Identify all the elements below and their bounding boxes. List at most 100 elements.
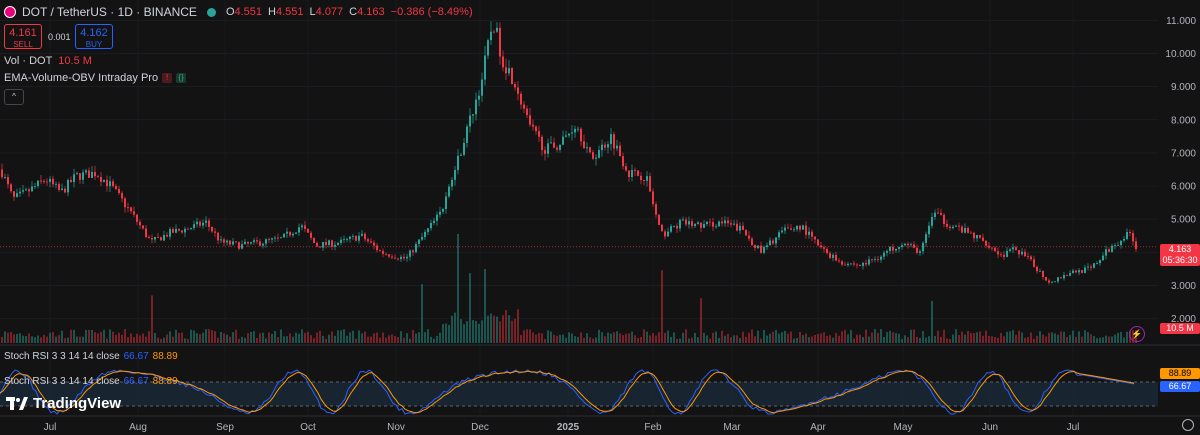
candle-body: [916, 247, 918, 253]
candle-body: [169, 229, 171, 237]
indicator-legend[interactable]: EMA-Volume-OBV Intraday Pro ! {}: [4, 72, 187, 84]
volume-bar: [229, 336, 231, 343]
ohlc-close: C4.163: [349, 6, 385, 18]
volume-bar: [577, 337, 579, 343]
candle-body: [703, 223, 705, 228]
symbol-title[interactable]: DOT / TetherUS · 1D · BINANCE: [22, 5, 197, 19]
source-code-icon[interactable]: {}: [176, 73, 187, 83]
volume-bar: [610, 333, 612, 343]
candle-body: [4, 177, 6, 178]
volume-bar: [409, 338, 411, 343]
volume-bar: [556, 335, 558, 343]
ohlc-open: O4.551: [225, 6, 263, 18]
volume-bar: [436, 335, 438, 343]
candle-body: [520, 93, 522, 105]
candle-body: [826, 248, 828, 254]
candle-body: [205, 220, 207, 223]
stoch-rsi-legend-pane[interactable]: Stoch RSI 3 3 14 14 close 66.67 88.89: [4, 376, 178, 387]
volume-bar: [784, 330, 786, 343]
volume-legend[interactable]: Vol · DOT 10.5 M: [4, 55, 92, 67]
candle-body: [460, 154, 462, 156]
volume-bar: [505, 310, 507, 343]
volume-bar: [715, 331, 717, 343]
volume-bar: [310, 335, 312, 343]
candle-body: [592, 152, 594, 159]
volume-bar: [967, 331, 969, 343]
candle-body: [1078, 270, 1080, 273]
candle-body: [1042, 270, 1044, 278]
volume-bar: [463, 324, 465, 343]
candle-body: [1132, 233, 1134, 242]
volume-bar: [802, 335, 804, 343]
candle-body: [55, 183, 57, 185]
volume-bar: [268, 332, 270, 343]
price-tick-label: 11.000: [1166, 16, 1196, 27]
volume-bar: [562, 334, 564, 343]
volume-bar: [742, 331, 744, 343]
stoch-rsi-d-tag: 88.89: [1160, 368, 1200, 379]
lightning-icon[interactable]: ⚡: [1129, 326, 1145, 342]
volume-bar: [1126, 331, 1128, 343]
candle-body: [580, 128, 582, 142]
volume-bar: [688, 338, 690, 343]
candle-body: [1099, 260, 1101, 264]
candle-body: [805, 225, 807, 235]
time-axis[interactable]: Jul Aug Sep Oct Nov Dec 2025 Feb Mar Apr May Jun Jul: [44, 422, 1080, 433]
volume-bar: [526, 329, 528, 343]
volume-bar: [439, 332, 441, 343]
candle-body: [472, 114, 474, 116]
candle-body: [64, 188, 66, 193]
candle-body: [1060, 277, 1062, 279]
volume-bar: [484, 268, 486, 343]
candle-body: [895, 248, 897, 251]
volume-bar: [946, 338, 948, 343]
candle-body: [571, 132, 573, 134]
sell-button[interactable]: 4.161 SELL: [4, 24, 42, 49]
collapse-legend-icon[interactable]: ^: [4, 89, 24, 105]
volume-bar: [634, 335, 636, 343]
volume-bar: [289, 333, 291, 343]
volume-bar: [970, 333, 972, 343]
candle-body: [799, 225, 801, 230]
candle-body: [919, 251, 921, 253]
candle-body: [160, 237, 162, 241]
tradingview-logo[interactable]: TradingView: [6, 395, 121, 412]
buy-button[interactable]: 4.162 BUY: [75, 24, 113, 49]
volume-bar: [1021, 332, 1023, 343]
candle-body: [406, 256, 408, 259]
volume-bar: [838, 335, 840, 343]
candle-body: [328, 240, 330, 245]
candle-body: [73, 174, 75, 183]
candle-body: [70, 179, 72, 183]
candle-body: [1003, 254, 1005, 257]
price-axis[interactable]: 11.00010.0009.0008.0007.0006.0005.0004.0…: [1165, 16, 1196, 325]
candle-body: [133, 211, 135, 215]
time-tick-label: Jul: [44, 422, 57, 433]
candle-body: [844, 264, 846, 266]
volume-bar: [583, 337, 585, 343]
settings-gear-icon[interactable]: [1182, 419, 1194, 431]
volume-bar: [697, 337, 699, 343]
volume-bar: [223, 333, 225, 343]
volume-label: Vol · DOT: [4, 55, 53, 67]
candle-body: [973, 232, 975, 239]
candle-body: [388, 254, 390, 257]
volume-bar: [217, 337, 219, 343]
volume-bar: [157, 337, 159, 343]
last-price-value: 4.163: [1168, 244, 1192, 254]
candle-body: [904, 243, 906, 246]
symbol-legend[interactable]: DOT / TetherUS · 1D · BINANCE O4.551 H4.…: [4, 5, 473, 19]
stoch-rsi-k-value: 66.67: [123, 376, 149, 387]
volume-bar: [553, 334, 555, 343]
volume-bar: [250, 331, 252, 343]
stoch-rsi-legend-top[interactable]: Stoch RSI 3 3 14 14 close 66.67 88.89: [4, 351, 178, 362]
candle-body: [82, 172, 84, 180]
warning-icon[interactable]: !: [162, 73, 173, 83]
volume-bar: [1048, 332, 1050, 343]
volume-bar: [628, 333, 630, 343]
candle-body: [22, 190, 24, 192]
volume-bar: [1015, 334, 1017, 343]
candle-body: [712, 222, 714, 227]
candle-body: [1072, 270, 1074, 274]
